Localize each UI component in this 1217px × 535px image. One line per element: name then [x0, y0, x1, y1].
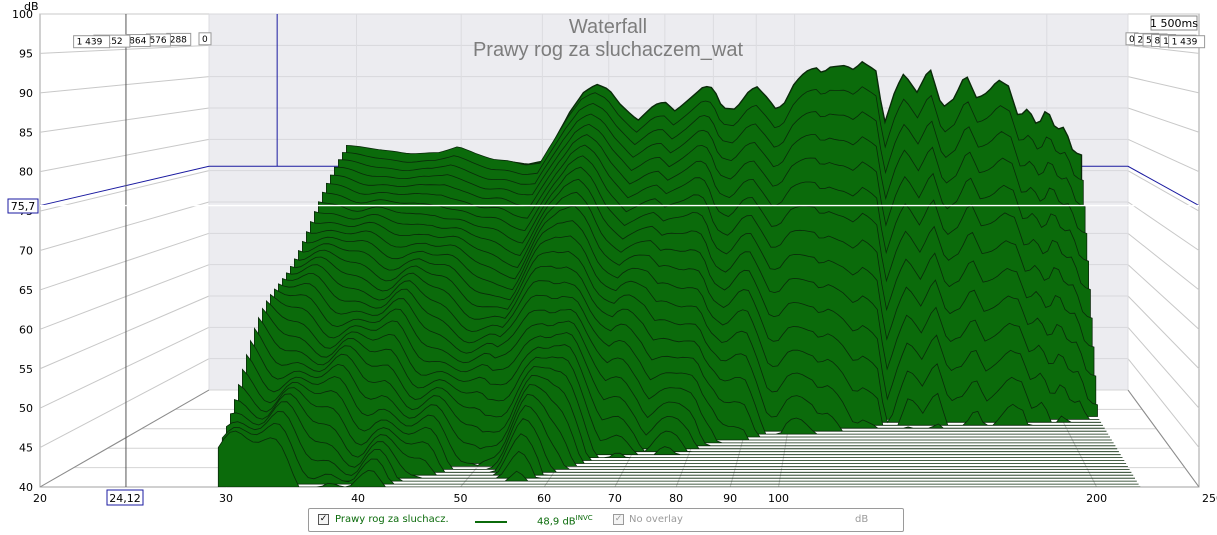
series-name: Prawy rog za sluchacz.: [335, 514, 449, 525]
y-tick-label: 80: [19, 166, 33, 179]
time-label-box: [1168, 35, 1206, 49]
grid-line-right: [1127, 295, 1200, 370]
grid-line-right: [1127, 264, 1200, 330]
svg-text:24,12: 24,12: [109, 492, 141, 505]
time-label-box: [198, 32, 212, 46]
cursor-lines: [40, 14, 1199, 487]
x-tick-label: 40: [351, 492, 365, 505]
time-label-left: 0: [198, 32, 212, 46]
cursor-y-readout[interactable]: 75,7: [7, 198, 39, 214]
time-label-box: [73, 35, 111, 49]
time-label-text: 576: [149, 36, 166, 46]
decay-slice: [253, 327, 1125, 461]
y-tick-label: 40: [19, 481, 33, 494]
y-tick-label: 50: [19, 402, 33, 415]
y-tick-label: 55: [19, 363, 33, 376]
decay-slice: [225, 411, 1137, 482]
series-level-sup: INVC: [575, 514, 593, 522]
grid-line-left: [39, 326, 210, 409]
y-tick-label: 65: [19, 284, 33, 297]
grid-line-left: [39, 295, 210, 370]
grid-line-right: [1127, 76, 1200, 94]
x-tick-label: 200: [1086, 492, 1107, 505]
overlay-checkbox[interactable]: ✓: [613, 514, 624, 525]
grid-line-right: [1127, 170, 1200, 212]
decay-slice: [257, 316, 1123, 459]
y-tick-label: 90: [19, 87, 33, 100]
grid-line-right: [1127, 232, 1200, 291]
axis-ticks: 4045505560657075808590951002030405060708…: [12, 8, 1217, 505]
grid-line-right: [1127, 201, 1200, 251]
grid-line-left: [39, 358, 210, 449]
x-tick-label: 70: [608, 492, 622, 505]
grid-line-left: [39, 264, 210, 330]
x-tick-label: 80: [669, 492, 683, 505]
y-tick-label: 60: [19, 323, 33, 336]
y-tick-label: 85: [19, 126, 33, 139]
grid-line-left: [39, 107, 210, 133]
y-tick-label: 45: [19, 442, 33, 455]
overlay-label: No overlay: [629, 514, 683, 525]
y-tick-label: 70: [19, 245, 33, 258]
y-tick-label: 95: [19, 47, 33, 60]
series-level: 48,9 dBINVC: [537, 514, 593, 527]
series-checkbox[interactable]: ✓: [318, 514, 329, 525]
decay-slice: [221, 422, 1139, 485]
x-tick-label: 100: [768, 492, 789, 505]
time-label-text: 1 439: [77, 38, 103, 48]
grid-line-right: [1127, 358, 1200, 448]
overlay-unit: dB: [855, 514, 869, 525]
cursor-x-readout[interactable]: 24,12: [106, 489, 144, 506]
time-label-text: 0: [1129, 35, 1135, 45]
grid-line-right: [1127, 44, 1200, 54]
x-tick-label: 30: [219, 492, 233, 505]
grid-line-left: [39, 170, 210, 212]
grid-line-right: [1127, 138, 1200, 173]
time-label-right: 1 439: [1168, 35, 1206, 49]
time-label-left: 1 439: [73, 35, 111, 49]
chart-subtitle: Prawy rog za sluchaczem_wat: [473, 39, 744, 61]
grid-line-left: [39, 76, 210, 94]
floor-edge-right: [1127, 389, 1200, 488]
series-swatch: [475, 521, 507, 523]
y-tick-label: 100: [12, 8, 33, 21]
time-label-text: 0: [202, 35, 208, 45]
x-tick-label: 60: [537, 492, 551, 505]
x-tick-label: 50: [453, 492, 467, 505]
x-tick-label: 250 Hz: [1202, 492, 1217, 505]
time-max-label: 1 500ms: [1150, 15, 1198, 31]
waterfall-slices: [217, 60, 1141, 487]
floor-edge-left: [39, 389, 210, 488]
x-tick-label: 90: [723, 492, 737, 505]
legend-bar: ✓ Prawy rog za sluchacz. 48,9 dBINVC ✓ N…: [308, 508, 904, 532]
decay-slice: [217, 430, 1141, 487]
grid-line-left: [39, 138, 210, 173]
svg-text:1 500ms: 1 500ms: [1150, 17, 1198, 30]
time-label-left: 288: [166, 32, 192, 46]
time-label-text: 288: [170, 35, 187, 45]
grid-line-left: [39, 232, 210, 291]
time-label-text: 864: [129, 37, 146, 47]
chart-title: Waterfall: [569, 16, 647, 38]
series-level-value: 48,9 dB: [537, 516, 576, 528]
grid-line-left: [39, 44, 210, 54]
grid-line-right: [1127, 327, 1200, 409]
x-tick-label: 20: [33, 492, 47, 505]
grid-line-left: [39, 201, 210, 251]
y-axis-label: dB: [24, 0, 39, 13]
grid-line-right: [1127, 107, 1200, 133]
time-label-text: 1 439: [1172, 38, 1198, 48]
svg-text:75,7: 75,7: [11, 200, 36, 213]
